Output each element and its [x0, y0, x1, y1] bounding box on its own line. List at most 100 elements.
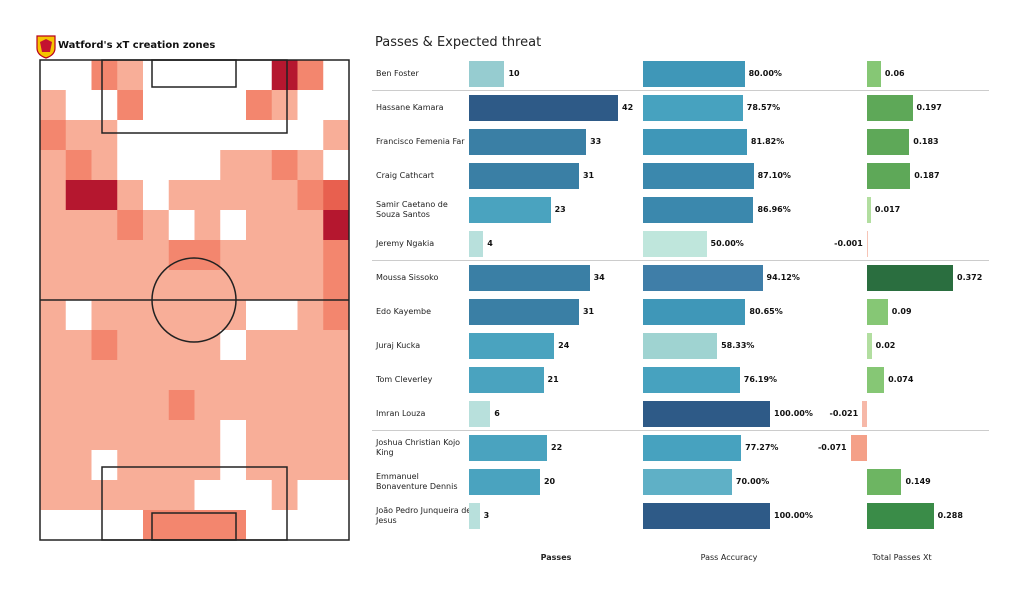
heat-cell — [194, 450, 221, 481]
logo — [36, 35, 56, 59]
player-name: Emmanuel Bonaventure Dennis — [376, 472, 458, 491]
heat-cell — [220, 390, 247, 421]
heat-cell — [65, 450, 92, 481]
bar — [469, 163, 579, 189]
bar — [867, 469, 902, 495]
value-label: 0.149 — [905, 477, 931, 486]
heat-cell — [246, 480, 273, 511]
heat-cell — [143, 120, 170, 151]
heat-cell — [194, 210, 221, 241]
bar — [469, 265, 590, 291]
heat-cell — [297, 450, 324, 481]
heat-cell — [220, 510, 247, 541]
value-label: 0.288 — [937, 511, 963, 520]
heat-cell — [246, 300, 273, 331]
heat-cell — [297, 60, 324, 91]
heat-cell — [220, 330, 247, 361]
value-label: 0.09 — [891, 307, 912, 316]
bar — [469, 435, 548, 461]
heat-cell — [91, 360, 118, 391]
player-name: Samir Caetano de Souza Santos — [376, 200, 448, 219]
heat-cell — [194, 150, 221, 181]
heat-cell — [246, 390, 273, 421]
heat-cell — [246, 360, 273, 391]
bar — [643, 469, 732, 495]
pitch-lines — [39, 59, 350, 541]
heat-cell — [246, 120, 273, 151]
value-label: 42 — [622, 103, 634, 112]
heat-cell — [40, 390, 67, 421]
value-label: 33 — [590, 137, 602, 146]
heat-cell — [323, 270, 350, 301]
bar — [469, 61, 505, 87]
heat-cell — [143, 480, 170, 511]
heat-cell — [323, 360, 350, 391]
bar — [469, 367, 544, 393]
value-label: 81.82% — [750, 137, 785, 146]
bar — [643, 367, 740, 393]
bar — [643, 61, 745, 87]
heat-cell — [323, 480, 350, 511]
heat-cell — [143, 510, 170, 541]
bar — [867, 265, 953, 291]
heat-cell — [117, 90, 144, 121]
heat-cell — [168, 420, 195, 451]
heat-cell — [65, 270, 92, 301]
value-label: 22 — [551, 443, 563, 452]
player-name: Edo Kayembe — [376, 307, 432, 316]
heat-cell — [323, 90, 350, 121]
column-header: Passes — [540, 553, 572, 562]
heat-cell — [246, 420, 273, 451]
heat-cell — [271, 180, 298, 211]
player-name: Craig Cathcart — [376, 171, 435, 180]
heat-cell — [168, 240, 195, 271]
heat-cell — [117, 210, 144, 241]
heat-cell — [91, 330, 118, 361]
heat-cell — [168, 90, 195, 121]
heat-cell — [65, 510, 92, 541]
heat-cell — [91, 450, 118, 481]
heat-cell — [323, 180, 350, 211]
heat-cell — [246, 330, 273, 361]
heat-cell — [323, 420, 350, 451]
heat-cell — [91, 150, 118, 181]
heat-cell — [323, 300, 350, 331]
heat-cell — [40, 60, 67, 91]
heat-cell — [323, 510, 350, 541]
heat-cell — [220, 150, 247, 181]
heat-cell — [323, 450, 350, 481]
heat-cell — [65, 390, 92, 421]
heat-cell — [143, 270, 170, 301]
heat-cell — [91, 480, 118, 511]
value-label: 3 — [483, 511, 490, 520]
bar — [867, 61, 881, 87]
heat-cell — [40, 90, 67, 121]
heat-cell — [194, 300, 221, 331]
heat-cell — [220, 450, 247, 481]
heat-cell — [117, 510, 144, 541]
heat-cell — [143, 450, 170, 481]
heat-cell — [297, 210, 324, 241]
heat-cell — [246, 510, 273, 541]
heat-cell — [117, 180, 144, 211]
bar — [643, 265, 763, 291]
value-label: 78.57% — [746, 103, 781, 112]
heat-cell — [117, 150, 144, 181]
heat-cell — [271, 510, 298, 541]
heat-cell — [220, 90, 247, 121]
heat-cell — [40, 510, 67, 541]
heat-cell — [65, 480, 92, 511]
bar — [469, 401, 491, 427]
value-label: 4 — [487, 239, 493, 248]
player-name: Hassane Kamara — [376, 103, 444, 112]
table-title: Passes & Expected threat — [375, 35, 542, 50]
bar — [867, 163, 911, 189]
heat-cell — [246, 60, 273, 91]
heat-cell — [117, 60, 144, 91]
bar — [862, 401, 867, 427]
heat-cell — [323, 210, 350, 241]
heat-cell — [297, 300, 324, 331]
heat-cell — [117, 480, 144, 511]
heat-cell — [143, 420, 170, 451]
